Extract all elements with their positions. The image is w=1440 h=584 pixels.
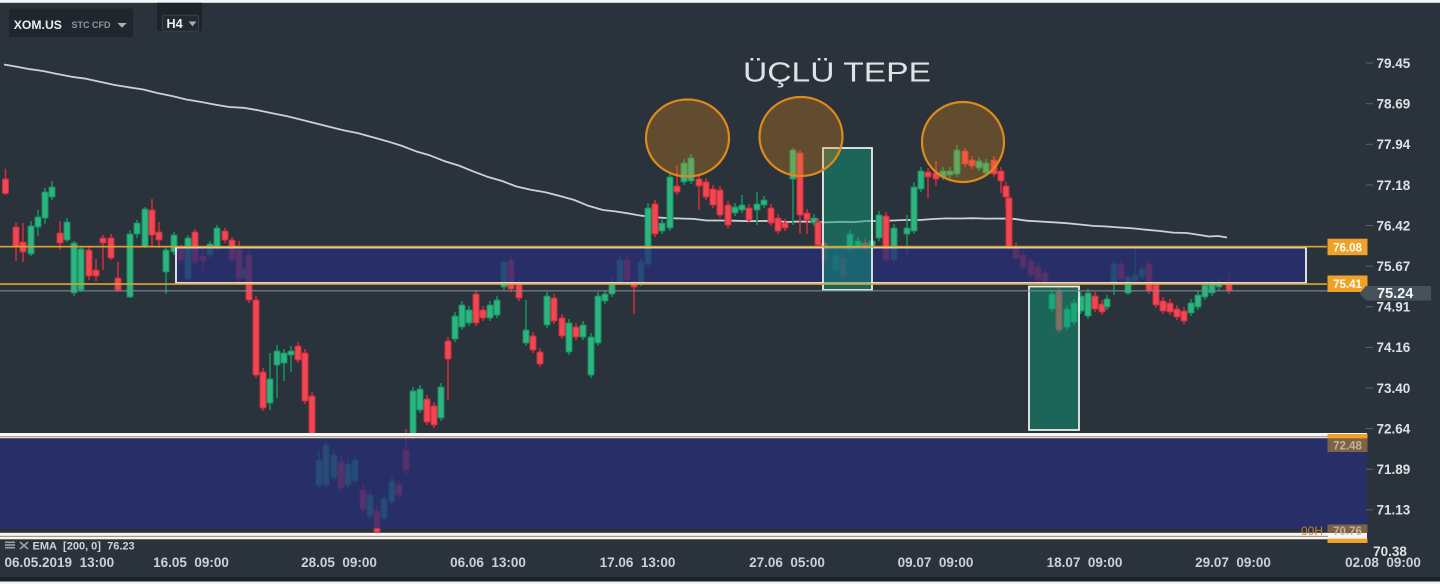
svg-text:02.08 09:00: 02.08 09:00 <box>1345 555 1421 570</box>
svg-text:77.94: 77.94 <box>1377 137 1411 152</box>
svg-text:27.06 05:00: 27.06 05:00 <box>749 555 825 570</box>
svg-text:06.06 13:00: 06.06 13:00 <box>450 555 526 570</box>
svg-text:74.16: 74.16 <box>1377 340 1411 355</box>
svg-text:70.38: 70.38 <box>1373 544 1407 559</box>
svg-text:06.05.2019 13:00: 06.05.2019 13:00 <box>5 555 115 570</box>
svg-text:79.45: 79.45 <box>1377 56 1411 71</box>
svg-text:H4: H4 <box>167 17 183 31</box>
svg-text:76.42: 76.42 <box>1377 218 1411 233</box>
svg-text:75.41: 75.41 <box>1333 279 1362 291</box>
svg-text:70.76: 70.76 <box>1333 526 1362 538</box>
svg-text:16.05 09:00: 16.05 09:00 <box>153 555 229 570</box>
svg-text:71.13: 71.13 <box>1377 503 1411 518</box>
svg-text:77.18: 77.18 <box>1377 178 1411 193</box>
svg-text:72.48: 72.48 <box>1333 441 1362 453</box>
svg-text:71.89: 71.89 <box>1377 462 1411 477</box>
svg-text:75.67: 75.67 <box>1377 259 1411 274</box>
svg-text:17.06 13:00: 17.06 13:00 <box>600 555 676 570</box>
svg-text:75.24: 75.24 <box>1377 286 1413 302</box>
svg-text:72.64: 72.64 <box>1377 421 1411 436</box>
svg-text:73.40: 73.40 <box>1377 381 1411 396</box>
svg-text:00H: 00H <box>1301 524 1323 538</box>
svg-text:EMA [200, 0] 76.23: EMA [200, 0] 76.23 <box>33 541 135 553</box>
svg-text:XOM.US: XOM.US <box>14 18 62 32</box>
svg-text:STC CFD: STC CFD <box>72 20 111 30</box>
svg-text:ÜÇLÜ TEPE: ÜÇLÜ TEPE <box>743 57 931 88</box>
svg-text:76.08: 76.08 <box>1333 242 1362 254</box>
svg-text:78.69: 78.69 <box>1377 97 1411 112</box>
svg-text:29.07 09:00: 29.07 09:00 <box>1195 555 1271 570</box>
svg-text:28.05 09:00: 28.05 09:00 <box>301 555 377 570</box>
svg-text:09.07 09:00: 09.07 09:00 <box>898 555 974 570</box>
svg-text:18.07 09:00: 18.07 09:00 <box>1047 555 1123 570</box>
svg-text:74.91: 74.91 <box>1377 300 1411 315</box>
